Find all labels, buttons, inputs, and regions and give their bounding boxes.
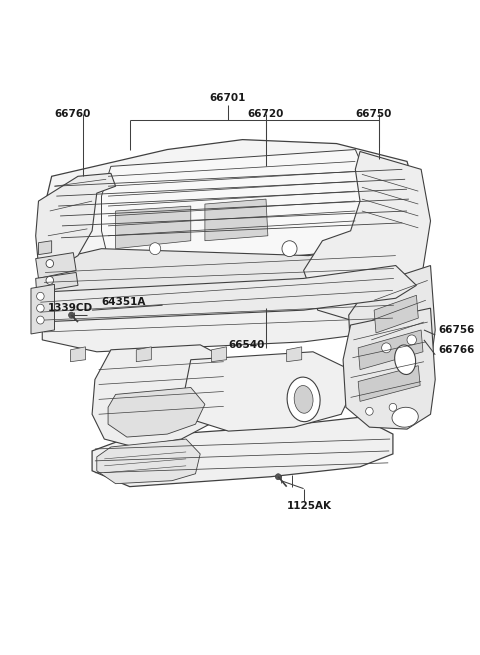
Polygon shape (31, 284, 55, 334)
Polygon shape (36, 174, 116, 271)
Text: 66540: 66540 (228, 340, 265, 350)
Circle shape (282, 241, 297, 257)
Polygon shape (97, 439, 200, 483)
Circle shape (36, 304, 44, 312)
Ellipse shape (395, 345, 416, 375)
Polygon shape (358, 365, 420, 402)
Polygon shape (42, 243, 421, 308)
Polygon shape (358, 330, 423, 369)
Polygon shape (205, 199, 268, 241)
Text: 1125AK: 1125AK (287, 502, 332, 512)
Polygon shape (92, 345, 233, 447)
Text: 66701: 66701 (210, 93, 246, 103)
Polygon shape (38, 241, 52, 255)
Polygon shape (287, 347, 302, 362)
Circle shape (149, 243, 161, 255)
Polygon shape (212, 347, 227, 362)
Circle shape (36, 316, 44, 324)
Text: 66766: 66766 (438, 345, 474, 355)
Circle shape (46, 276, 54, 284)
Ellipse shape (287, 377, 320, 422)
Circle shape (407, 335, 417, 345)
Ellipse shape (392, 407, 418, 427)
Circle shape (36, 292, 44, 300)
Polygon shape (349, 265, 435, 379)
Polygon shape (116, 206, 191, 249)
Polygon shape (183, 352, 350, 431)
Text: 66760: 66760 (55, 109, 91, 119)
Circle shape (276, 474, 281, 479)
Text: 66720: 66720 (247, 109, 284, 119)
Polygon shape (92, 417, 393, 487)
Polygon shape (136, 347, 151, 362)
Polygon shape (374, 295, 418, 333)
Circle shape (389, 403, 396, 411)
Text: 64351A: 64351A (101, 297, 146, 307)
Polygon shape (38, 140, 421, 295)
Text: 66750: 66750 (355, 109, 392, 119)
Polygon shape (42, 286, 417, 352)
Ellipse shape (294, 386, 313, 413)
Polygon shape (343, 308, 435, 429)
Circle shape (382, 343, 391, 353)
Polygon shape (71, 347, 85, 362)
Polygon shape (36, 253, 76, 278)
Polygon shape (108, 388, 205, 437)
Text: 1339CD: 1339CD (48, 303, 93, 313)
Polygon shape (36, 272, 78, 292)
Circle shape (366, 407, 373, 415)
Text: 66756: 66756 (438, 325, 474, 335)
Polygon shape (304, 151, 431, 320)
Polygon shape (38, 265, 417, 322)
Circle shape (46, 259, 54, 267)
Circle shape (69, 312, 74, 318)
Polygon shape (101, 149, 365, 271)
